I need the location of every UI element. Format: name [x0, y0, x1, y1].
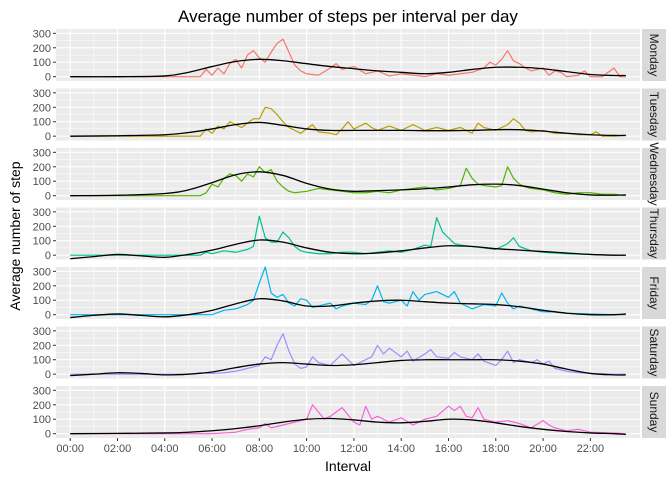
- x-tick-label: 14:00: [387, 443, 415, 455]
- facet-strip: [642, 88, 666, 141]
- facet-panel-saturday: 0 100 200 300 Saturday: [33, 326, 666, 381]
- facet-strip-label: Thursday: [647, 208, 661, 258]
- facet-strip: [642, 326, 666, 379]
- chart-title: Average number of steps per interval per…: [178, 7, 518, 26]
- series-line-wednesday: [70, 166, 626, 197]
- y-tick-label: 200: [33, 43, 51, 55]
- smooth-line-friday: [70, 298, 626, 319]
- smooth-line-monday: [70, 58, 626, 78]
- facet-strip: [642, 267, 666, 319]
- y-tick-label: 200: [33, 281, 51, 293]
- y-tick-label: 100: [33, 236, 51, 248]
- y-tick-label: 0: [45, 369, 51, 381]
- x-tick-label: 02:00: [104, 443, 132, 455]
- x-tick-label: 04:00: [151, 443, 179, 455]
- x-tick-label: 16:00: [435, 443, 463, 455]
- y-tick-label: 100: [33, 355, 51, 367]
- series-line-sunday: [70, 404, 626, 435]
- y-tick-label: 200: [33, 340, 51, 352]
- x-tick-label: 10:00: [293, 443, 321, 455]
- y-tick-label: 300: [33, 326, 51, 338]
- y-tick-label: 0: [45, 250, 51, 262]
- series-line-monday: [70, 38, 626, 78]
- y-axis-label: Average number of step: [7, 161, 23, 310]
- y-tick-label: 200: [33, 221, 51, 233]
- y-tick-label: 0: [45, 429, 51, 441]
- series-line-friday: [70, 266, 626, 316]
- facet-strip-label: Saturday: [647, 328, 661, 376]
- facet-panel-monday: 0 100 200 300 Monday: [33, 28, 666, 84]
- smooth-line-saturday: [70, 358, 626, 377]
- smooth-line-tuesday: [70, 121, 626, 137]
- y-tick-label: 100: [33, 414, 51, 426]
- y-tick-label: 100: [33, 176, 51, 188]
- y-tick-label: 0: [45, 191, 51, 203]
- facet-strip-label: Sunday: [647, 392, 661, 433]
- facet-strip: [642, 386, 666, 438]
- y-tick-label: 200: [33, 400, 51, 412]
- y-tick-label: 300: [33, 385, 51, 397]
- x-tick-label: 20:00: [529, 443, 557, 455]
- x-tick-label: 18:00: [482, 443, 510, 455]
- x-tick-label: 12:00: [340, 443, 368, 455]
- series-line-thursday: [70, 215, 626, 256]
- y-tick-label: 300: [33, 207, 51, 219]
- facet-panel-friday: 0 100 200 300 Friday: [33, 266, 666, 322]
- facet-panel-wednesday: 0 100 200 300 Wednesday: [33, 142, 666, 206]
- x-axis-label: Interval: [325, 458, 371, 474]
- y-tick-label: 100: [33, 295, 51, 307]
- y-tick-label: 100: [33, 117, 51, 129]
- facet-panels: 0 100 200 300 Monday 0 100 200 300 Tuesday 0 100 200…: [33, 28, 666, 441]
- facet-strip-label: Friday: [647, 276, 661, 309]
- x-tick-label: 08:00: [246, 443, 274, 455]
- y-tick-label: 300: [33, 266, 51, 278]
- y-tick-label: 200: [33, 162, 51, 174]
- x-tick-label: 06:00: [198, 443, 226, 455]
- y-tick-label: 0: [45, 72, 51, 84]
- x-tick-label: 00:00: [56, 443, 84, 455]
- facet-strip: [642, 29, 666, 81]
- smooth-line-wednesday: [70, 171, 626, 197]
- x-tick-label: 22:00: [577, 443, 605, 455]
- y-tick-label: 200: [33, 102, 51, 114]
- facet-strip-label: Monday: [647, 34, 661, 77]
- facet-strip: [642, 148, 666, 200]
- y-tick-label: 0: [45, 310, 51, 322]
- smooth-line-sunday: [70, 417, 626, 436]
- facet-panel-tuesday: 0 100 200 300 Tuesday: [33, 88, 666, 143]
- facet-panel-sunday: 0 100 200 300 Sunday: [33, 385, 666, 441]
- y-tick-label: 100: [33, 57, 51, 69]
- x-axis: 00:00 02:00 04:00 06:00 08:00 10:00 12:00 14:00…: [56, 438, 604, 455]
- y-tick-label: 300: [33, 88, 51, 100]
- smooth-line-thursday: [70, 239, 626, 260]
- facet-strip-label: Wednesday: [647, 142, 661, 205]
- facet-strip-label: Tuesday: [647, 92, 661, 138]
- y-tick-label: 300: [33, 28, 51, 40]
- y-tick-label: 0: [45, 131, 51, 143]
- facet-panel-thursday: 0 100 200 300 Thursday: [33, 207, 666, 262]
- y-tick-label: 300: [33, 147, 51, 159]
- facet-strip: [642, 207, 666, 260]
